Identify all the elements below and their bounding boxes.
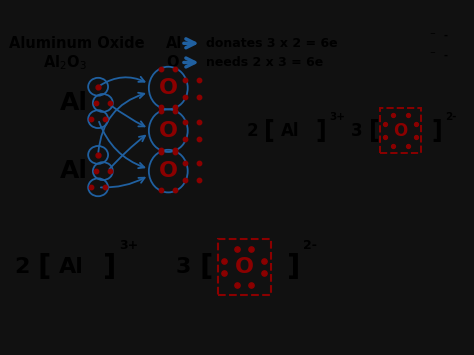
Text: 3: 3 <box>175 257 191 277</box>
Text: 2-: 2- <box>446 112 457 122</box>
Text: 3+: 3+ <box>119 239 139 252</box>
Text: Al: Al <box>59 91 88 115</box>
Text: ⁻: ⁻ <box>429 50 435 60</box>
Text: Al: Al <box>281 122 299 140</box>
Text: donates 3 x 2 = 6e: donates 3 x 2 = 6e <box>206 37 338 50</box>
Text: [: [ <box>38 253 51 281</box>
Text: 3+: 3+ <box>329 112 346 122</box>
Text: ]: ] <box>431 119 442 143</box>
Text: 2-: 2- <box>303 239 317 252</box>
Text: [: [ <box>199 253 212 281</box>
Text: O: O <box>393 122 408 140</box>
Text: O: O <box>235 257 254 277</box>
Text: Al: Al <box>59 159 88 183</box>
Text: 2: 2 <box>246 122 258 140</box>
Text: [: [ <box>264 119 275 143</box>
Text: 2: 2 <box>14 257 29 277</box>
Text: needs 2 x 3 = 6e: needs 2 x 3 = 6e <box>206 56 323 69</box>
Text: ]: ] <box>315 119 326 143</box>
Text: O: O <box>159 121 178 141</box>
Text: Al: Al <box>59 257 84 277</box>
Text: -: - <box>443 50 447 60</box>
Text: O: O <box>159 78 178 98</box>
Text: -: - <box>443 31 447 41</box>
Text: Al$_2$O$_3$: Al$_2$O$_3$ <box>43 53 86 72</box>
Text: O: O <box>159 161 178 181</box>
Text: Al: Al <box>166 36 182 51</box>
Text: ]: ] <box>287 253 300 281</box>
Text: O: O <box>166 55 178 70</box>
Text: 3: 3 <box>351 122 363 140</box>
Text: ]: ] <box>103 253 117 281</box>
Text: [: [ <box>369 119 380 143</box>
Text: Aluminum Oxide: Aluminum Oxide <box>9 36 145 51</box>
Text: ⁻: ⁻ <box>429 31 435 41</box>
